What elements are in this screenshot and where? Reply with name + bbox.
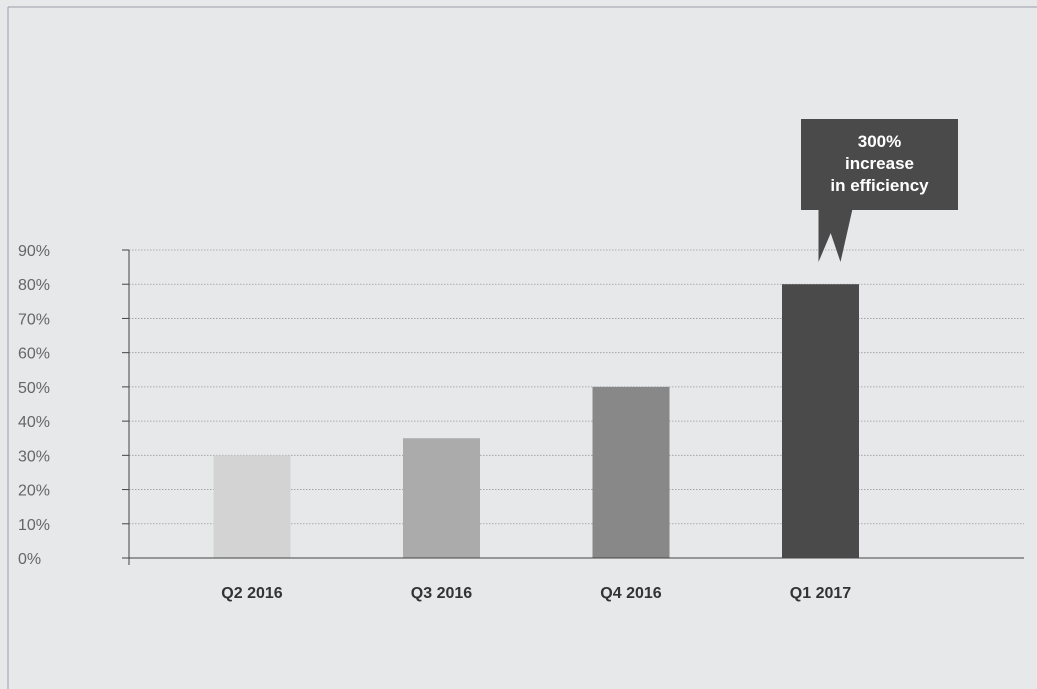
y-tick-label: 40%: [18, 414, 50, 431]
y-tick-label: 0%: [18, 551, 41, 568]
callout-text-line: increase: [845, 154, 914, 173]
x-category-label: Q2 2016: [221, 585, 282, 602]
callout-text-line: in efficiency: [830, 176, 929, 195]
bars: [213, 284, 859, 558]
callout-text-line: 300%: [858, 132, 901, 151]
bar: [213, 455, 291, 558]
y-tick-label: 60%: [18, 346, 50, 363]
y-tick-label: 50%: [18, 380, 50, 397]
y-tick-label: 70%: [18, 311, 50, 328]
x-category-label: Q1 2017: [790, 585, 851, 602]
y-tick-label: 30%: [18, 448, 50, 465]
y-tick-label: 80%: [18, 277, 50, 294]
callout: 300% increase in efficiency: [801, 119, 958, 262]
y-tick-label: 90%: [18, 243, 50, 260]
x-category-label: Q4 2016: [600, 585, 661, 602]
callout-pointer-fill: [822, 209, 853, 262]
y-tick-label: 20%: [18, 483, 50, 500]
bar: [782, 284, 859, 558]
y-tick-label: 10%: [18, 517, 50, 534]
bar: [592, 386, 670, 558]
callout-box: [801, 119, 958, 210]
bar: [403, 438, 480, 558]
gridlines: [129, 249, 1024, 525]
x-category-label: Q3 2016: [411, 585, 472, 602]
callout-pointer: [818, 210, 849, 262]
y-axis: 0% 10% 20% 30% 40% 50% 60% 70% 80% 90%: [18, 243, 130, 568]
x-axis: Q2 2016 Q3 2016 Q4 2016 Q1 2017: [129, 557, 1024, 602]
